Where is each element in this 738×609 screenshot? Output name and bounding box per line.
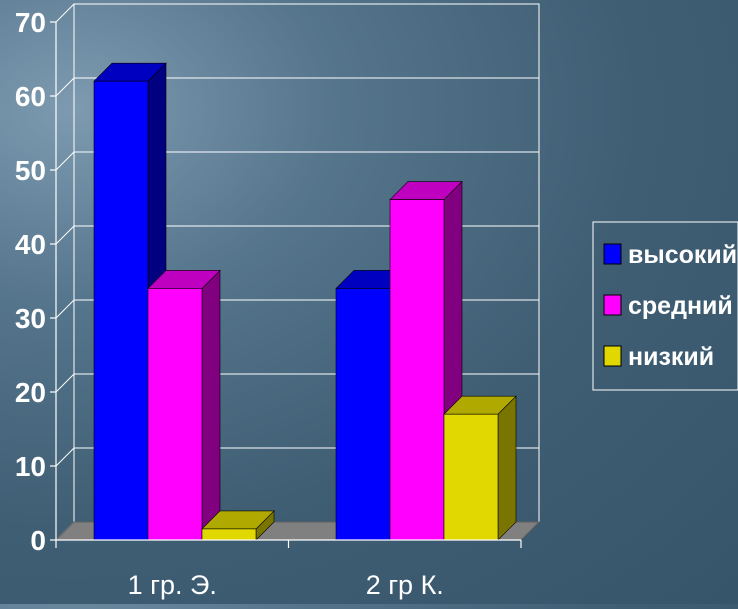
legend-label: высокий (628, 241, 737, 269)
legend-box (592, 221, 738, 391)
legend-label: низкий (628, 343, 714, 371)
legend-label: средний (628, 292, 733, 320)
gridline-diagonal (55, 77, 75, 97)
bar (389, 199, 445, 541)
y-tick-label: 30 (15, 303, 46, 334)
gridline-diagonal (55, 225, 75, 245)
y-tick-label: 70 (15, 7, 46, 38)
bar-side (201, 269, 221, 541)
gridline-diagonal (55, 151, 75, 171)
y-tick-label: 20 (15, 377, 46, 408)
bar (335, 288, 391, 541)
gridline-diagonal (55, 447, 75, 467)
x-category-label: 2 гр К. (366, 570, 444, 600)
gridline-diagonal (55, 3, 75, 23)
bar (443, 413, 499, 541)
bar-side (497, 395, 517, 541)
gridline-diagonal (55, 373, 75, 393)
x-category-label: 1 гр. Э. (128, 570, 217, 600)
bar (93, 80, 149, 541)
y-tick-label: 50 (15, 155, 46, 186)
legend-swatch (603, 243, 622, 265)
bar (147, 288, 203, 541)
y-tick-label: 60 (15, 81, 46, 112)
bars (93, 62, 517, 541)
y-tick-label: 40 (15, 229, 46, 260)
y-tick-label: 10 (15, 451, 46, 482)
legend: высокий средний низкий (592, 221, 738, 391)
axes: 0 10 20 30 40 50 60 70 1 гр. Э. 2 гр К. (15, 7, 522, 600)
y-tick-label: 0 (30, 525, 46, 556)
legend-swatch (603, 294, 622, 316)
gridline-diagonal (55, 299, 75, 319)
legend-swatch (603, 345, 622, 367)
bar (201, 528, 257, 541)
